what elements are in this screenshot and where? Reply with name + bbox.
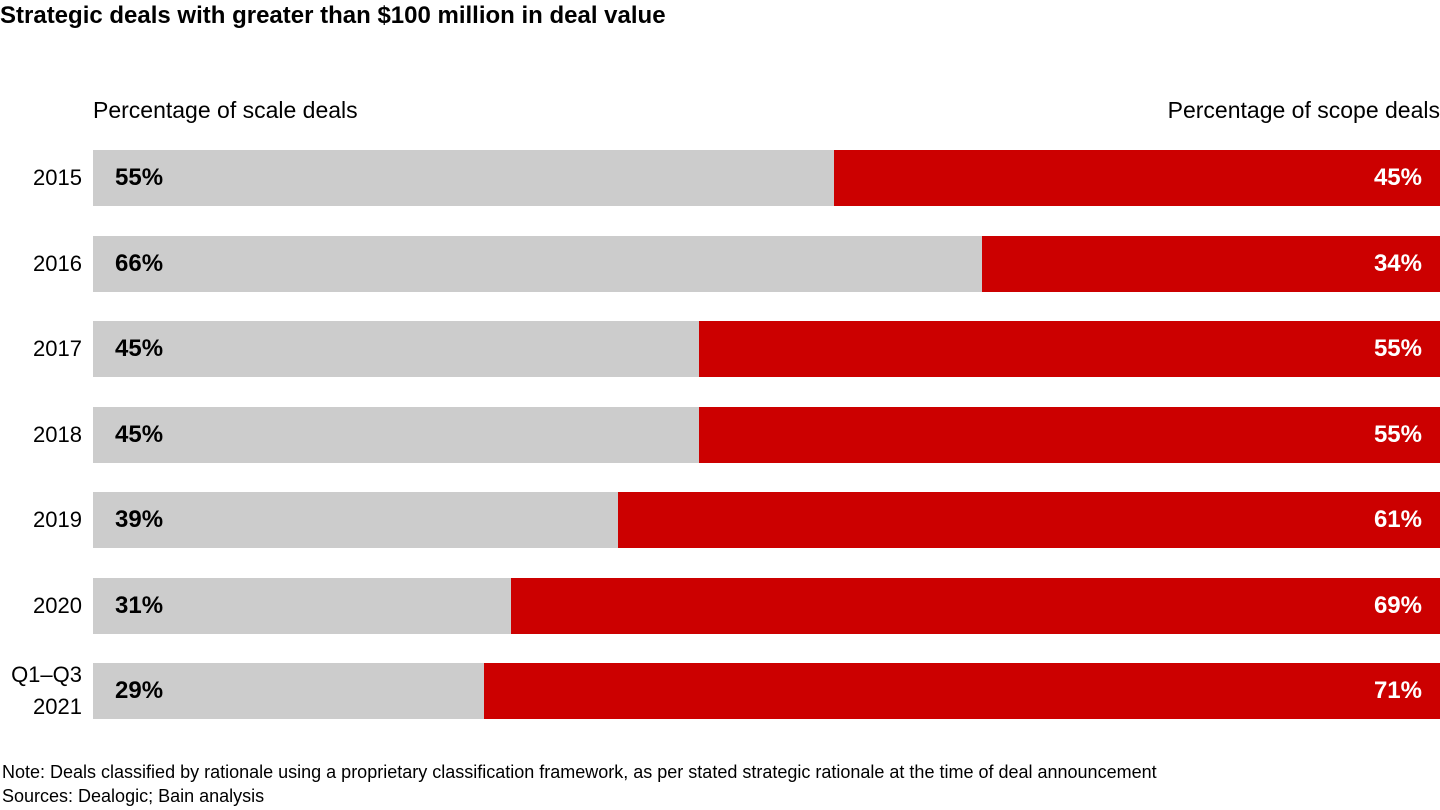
y-tick-label: 2016	[0, 236, 82, 292]
bar-segment	[699, 321, 1440, 377]
series-header: Percentage of scale deals	[93, 97, 358, 123]
value-label: 45%	[115, 335, 164, 362]
category-text: 2017	[33, 336, 82, 361]
value-label: 55%	[1373, 335, 1422, 362]
value-label: 66%	[115, 249, 164, 277]
y-tick-label: 2019	[0, 492, 82, 548]
y-tick-label: 2015	[0, 150, 82, 206]
value-label: 55%	[1373, 420, 1422, 448]
bar-segment	[93, 321, 700, 377]
bar-segment	[510, 577, 1440, 634]
bar-segment	[93, 150, 834, 206]
bar-segment	[93, 663, 484, 719]
bar-segment	[483, 663, 1440, 719]
value-label: 55%	[115, 164, 164, 191]
category-text: Q1–Q3 2021	[11, 662, 82, 719]
bar-segment	[699, 406, 1440, 463]
category-text: 2019	[33, 507, 82, 532]
note: Note: Deals classified by rationale usin…	[2, 762, 1157, 782]
category-text: 2018	[33, 421, 82, 447]
bar-segment	[618, 492, 1440, 548]
value-label: 39%	[115, 506, 164, 533]
bar-segment	[93, 577, 511, 634]
bar-segment	[833, 150, 1440, 206]
series-header: Percentage of scope deals	[1167, 97, 1440, 123]
y-tick-label: 2018	[0, 407, 82, 463]
note: Sources: Dealogic; Bain analysis	[2, 786, 265, 806]
value-label: 34%	[1373, 249, 1422, 277]
value-label: 71%	[1373, 677, 1422, 704]
y-tick-label: 2017	[0, 321, 82, 377]
category-text: 2020	[33, 592, 82, 618]
value-label: 29%	[115, 677, 164, 704]
category-text: 2015	[33, 165, 82, 190]
bar-segment	[93, 492, 619, 548]
value-label: 31%	[115, 591, 164, 619]
bar-segment	[93, 235, 983, 292]
y-tick-label: Q1–Q3 2021	[0, 662, 82, 719]
value-label: 61%	[1373, 506, 1422, 533]
bar-segment	[982, 235, 1440, 292]
value-label: 69%	[1373, 591, 1422, 619]
chart-title: Strategic deals with greater than $100 m…	[0, 2, 666, 29]
category-text: 2016	[33, 250, 82, 276]
bar-segment	[93, 406, 700, 463]
value-label: 45%	[115, 420, 164, 448]
value-label: 45%	[1373, 164, 1422, 191]
y-tick-label: 2020	[0, 578, 82, 634]
